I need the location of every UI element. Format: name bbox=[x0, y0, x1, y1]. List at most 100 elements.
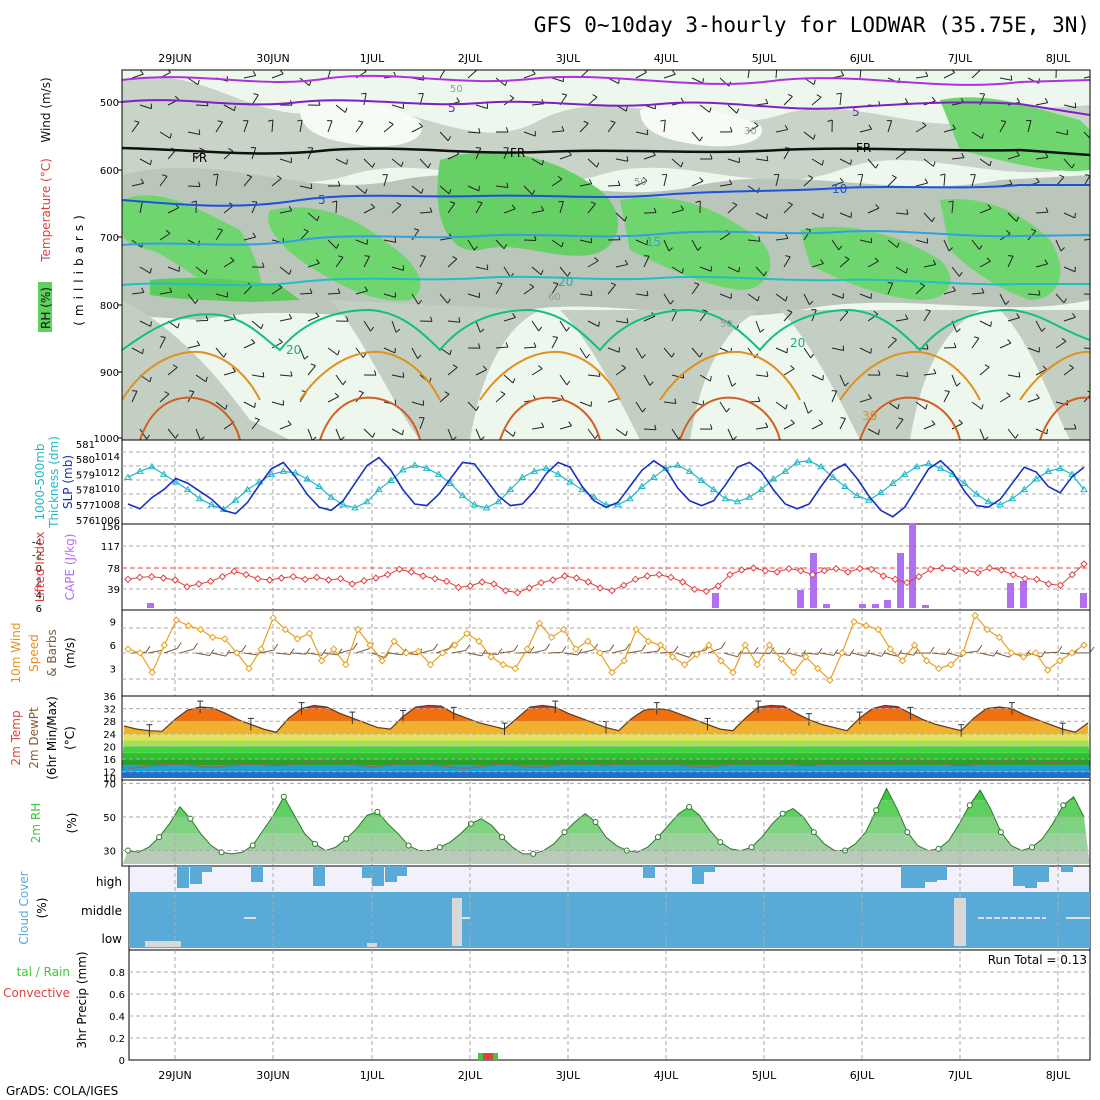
cloud-high-bar-11 bbox=[703, 866, 715, 872]
wind-barb bbox=[775, 70, 778, 79]
wind-barb bbox=[503, 208, 516, 214]
wind-barb bbox=[859, 174, 864, 187]
wind-speed-series-point-56 bbox=[801, 653, 810, 661]
surface-barb-feather bbox=[176, 642, 182, 649]
wind-barb-feather bbox=[694, 282, 700, 285]
wind-barb bbox=[831, 181, 844, 187]
wind-barb-feather bbox=[1016, 97, 1021, 103]
temp-contour-25 bbox=[122, 350, 1090, 401]
wind-speed-series-point-68 bbox=[947, 660, 955, 669]
surface-barb bbox=[563, 652, 578, 656]
wind-barb bbox=[447, 428, 453, 440]
wind-barb bbox=[307, 147, 314, 160]
y-tick-label-3: 800 bbox=[100, 301, 119, 312]
wind-barb-feather bbox=[553, 282, 559, 285]
wind-barb bbox=[615, 212, 626, 222]
wind-barb-feather bbox=[310, 363, 316, 367]
thickness-series-point-53 bbox=[757, 485, 766, 493]
wind-barb bbox=[587, 320, 599, 327]
lifted-index-series-point-40 bbox=[596, 584, 604, 592]
surface-barb-feather bbox=[481, 649, 487, 657]
wind-barb bbox=[363, 93, 367, 106]
wind-barb-feather bbox=[643, 70, 647, 73]
wind-barb bbox=[895, 212, 908, 215]
date-label-bottom-8: 7JUL bbox=[948, 1069, 973, 1082]
thickness-label-1: 1000-500mb bbox=[33, 443, 47, 520]
wind-barb-feather bbox=[362, 353, 367, 358]
thickness-series-point-80 bbox=[1080, 485, 1088, 493]
wind-barb bbox=[1063, 212, 1076, 219]
thickness-series-point-58 bbox=[817, 462, 825, 470]
thickness-series-point-5 bbox=[183, 485, 192, 493]
wind-barb-feather bbox=[370, 203, 375, 208]
wind-speed-line bbox=[124, 611, 1088, 684]
rh-point-3 bbox=[156, 834, 163, 841]
wind-barb-feather bbox=[199, 147, 205, 151]
wind-barb-feather bbox=[316, 259, 320, 264]
wind-barb bbox=[811, 374, 824, 381]
surface-barb bbox=[275, 652, 290, 656]
wind-barb-feather bbox=[142, 348, 144, 354]
wind-barb-feather bbox=[757, 295, 760, 302]
date-label-bottom-6: 5JUL bbox=[752, 1069, 777, 1082]
wind-barb bbox=[1007, 317, 1020, 322]
wind-barb bbox=[447, 153, 460, 160]
wind-barb bbox=[755, 212, 767, 220]
wind-barb bbox=[579, 239, 592, 244]
wind-barb-feather bbox=[1061, 337, 1067, 342]
wind-barb-feather bbox=[956, 382, 961, 387]
thickness-series-point-34 bbox=[530, 467, 539, 474]
temp-contour-5-blue bbox=[122, 184, 1090, 207]
wind-barb bbox=[383, 347, 396, 354]
wind-barb bbox=[643, 315, 656, 322]
wind-barb bbox=[643, 428, 657, 431]
rh-tick-2: 30 bbox=[103, 847, 116, 858]
wind-speed-series-point-64 bbox=[898, 657, 907, 665]
wind-barb-feather bbox=[680, 205, 684, 211]
surface-barb-feather bbox=[641, 644, 647, 651]
wind-barb bbox=[251, 419, 260, 430]
wind-barb bbox=[215, 121, 223, 133]
wind-speed-series-point-22 bbox=[390, 637, 398, 645]
temp-contour-minus5 bbox=[122, 74, 1090, 86]
cloud-high-bar-0 bbox=[177, 866, 189, 888]
wind-barb bbox=[663, 347, 673, 358]
surface-barb bbox=[387, 652, 402, 656]
lifted-index-series-point-38 bbox=[572, 574, 581, 582]
cape-tick-3: 39 bbox=[107, 585, 120, 596]
surface-barb-feather bbox=[913, 648, 919, 656]
wind-barb bbox=[447, 320, 460, 323]
lifted-index-series-point-7 bbox=[206, 577, 215, 586]
wind-barb-feather bbox=[1042, 365, 1047, 370]
thickness-series-point-0 bbox=[124, 473, 132, 480]
thickness-series-point-36 bbox=[554, 470, 563, 477]
wind-barb bbox=[299, 120, 303, 133]
wind-speed-series-point-20 bbox=[366, 641, 374, 649]
rh-point-36 bbox=[499, 834, 506, 841]
thickness-slp-lines bbox=[124, 456, 1088, 518]
surface-barb bbox=[611, 649, 626, 654]
temp-band-5 bbox=[122, 740, 1090, 747]
rh-point-33 bbox=[467, 820, 474, 827]
thickness-series-point-27 bbox=[446, 479, 455, 487]
wind-speed-series-point-11 bbox=[257, 645, 265, 653]
lifted-index-series-point-63 bbox=[867, 565, 876, 574]
wind-barb bbox=[1035, 428, 1048, 435]
wind-barb-feather bbox=[449, 201, 456, 204]
wind-barb bbox=[355, 185, 366, 194]
lifted-index-series-point-26 bbox=[431, 574, 439, 583]
surface-barb-feather bbox=[1089, 646, 1095, 654]
wind-barb-feather bbox=[162, 174, 168, 177]
wind-barb bbox=[475, 104, 488, 109]
surface-barb bbox=[243, 652, 258, 656]
wind-barb-feather bbox=[931, 217, 935, 223]
thickness-series-point-18 bbox=[339, 500, 347, 508]
wind-barb-feather bbox=[1031, 228, 1037, 232]
wind-barb-feather bbox=[873, 310, 879, 315]
surface-barb-feather bbox=[593, 643, 599, 651]
wind-barb bbox=[419, 211, 432, 214]
wind-barb-feather bbox=[134, 120, 140, 123]
contour-label-5-blue: 5 bbox=[318, 193, 326, 207]
thickness-series-point-75 bbox=[1020, 485, 1029, 493]
rh-band-green-7 bbox=[940, 199, 1061, 300]
